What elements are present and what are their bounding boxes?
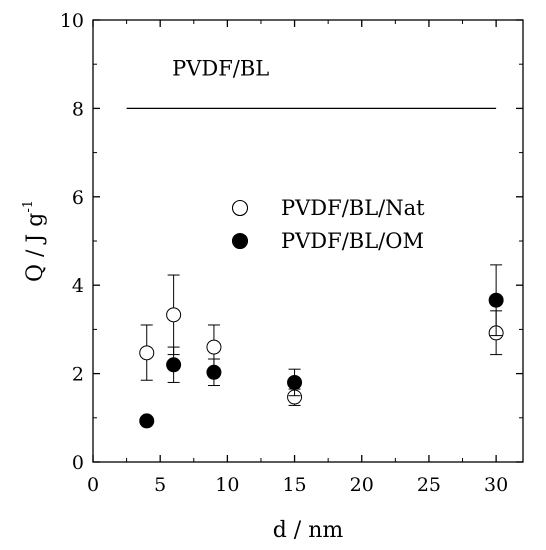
x-tick-label: 20 — [350, 474, 374, 496]
y-tick-label: 10 — [60, 10, 84, 32]
x-tick-label: 30 — [484, 474, 508, 496]
reference-line-group: PVDF/BL — [126, 56, 497, 110]
y-axis-title-group: Q / J g-1 — [21, 200, 48, 282]
data-point-om — [488, 292, 504, 308]
legend-marker-nat — [231, 199, 249, 217]
x-axis-title: d / nm — [273, 518, 344, 543]
y-tick-label: 4 — [72, 275, 84, 297]
legend-marker-om — [231, 232, 249, 250]
data-point-nat — [166, 307, 182, 323]
axis-ticks: 0 5 10 15 20 25 30 0 2 4 6 8 10 — [60, 10, 523, 496]
x-tick-label: 0 — [87, 474, 99, 496]
legend: PVDF/BL/Nat PVDF/BL/OM — [231, 196, 425, 253]
data-point-nat — [139, 345, 155, 361]
reference-line-label: PVDF/BL — [172, 56, 269, 80]
data-point-om — [206, 364, 222, 380]
y-tick-label: 6 — [72, 187, 84, 209]
y-tick-label: 8 — [72, 98, 84, 120]
data-point-om — [287, 374, 303, 390]
data-point-nat — [206, 339, 222, 355]
data-points — [139, 264, 504, 429]
legend-label: PVDF/BL/OM — [281, 229, 424, 253]
x-tick-label: 5 — [154, 474, 166, 496]
y-axis-title-main: Q / J g — [23, 213, 48, 282]
y-axis-title: Q / J g-1 — [21, 200, 48, 282]
x-tick-label: 15 — [282, 474, 306, 496]
legend-label: PVDF/BL/Nat — [281, 196, 425, 220]
x-tick-label: 10 — [215, 474, 239, 496]
y-axis-title-superscript: -1 — [21, 200, 36, 213]
data-point-om — [166, 357, 182, 373]
y-tick-label: 2 — [72, 364, 84, 386]
data-point-om — [139, 413, 155, 429]
x-tick-label: 25 — [417, 474, 441, 496]
y-tick-label: 0 — [72, 452, 84, 474]
